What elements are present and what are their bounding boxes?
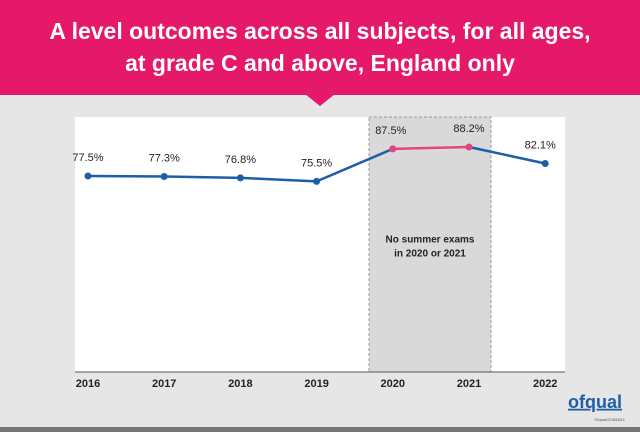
line-segment (468, 145, 546, 165)
point (541, 160, 549, 168)
chart-title: A level outcomes across all subjects, fo… (49, 18, 590, 44)
point (313, 177, 321, 185)
data-label: 87.5% (375, 125, 406, 137)
data-label: 88.2% (453, 123, 484, 135)
banner-pointer (305, 94, 335, 106)
line-segment (316, 147, 394, 183)
annotation: No summer exams (386, 235, 475, 246)
x-tick-label: 2018 (228, 378, 252, 390)
line-segment (392, 145, 470, 151)
x-tick-label: 2017 (152, 378, 176, 390)
point (236, 174, 244, 182)
line-segment (87, 174, 165, 178)
data-label: 82.1% (525, 139, 556, 151)
data-label: 77.5% (72, 152, 103, 164)
data-label: 76.8% (225, 154, 256, 166)
footer-bar (0, 427, 640, 432)
x-tick-label: 2016 (76, 378, 100, 390)
point (84, 172, 92, 180)
point (465, 143, 473, 151)
logo: ofqual (568, 392, 622, 412)
x-tick-label: 2020 (381, 378, 405, 390)
no-exams-region (368, 116, 492, 373)
x-tick-label: 2022 (533, 378, 557, 390)
data-label: 75.5% (301, 157, 332, 169)
point (389, 145, 397, 153)
reference: Ofqual/22/6945/1 (594, 417, 625, 422)
line-segment (164, 175, 241, 180)
line-segment (240, 176, 317, 183)
annotation: in 2020 or 2021 (394, 249, 466, 260)
x-tick-label: 2019 (304, 378, 328, 390)
title-banner (0, 0, 640, 95)
chart-title: at grade C and above, England only (125, 50, 515, 76)
point (160, 173, 168, 181)
data-label: 77.3% (149, 152, 180, 164)
x-tick-label: 2021 (457, 378, 481, 390)
